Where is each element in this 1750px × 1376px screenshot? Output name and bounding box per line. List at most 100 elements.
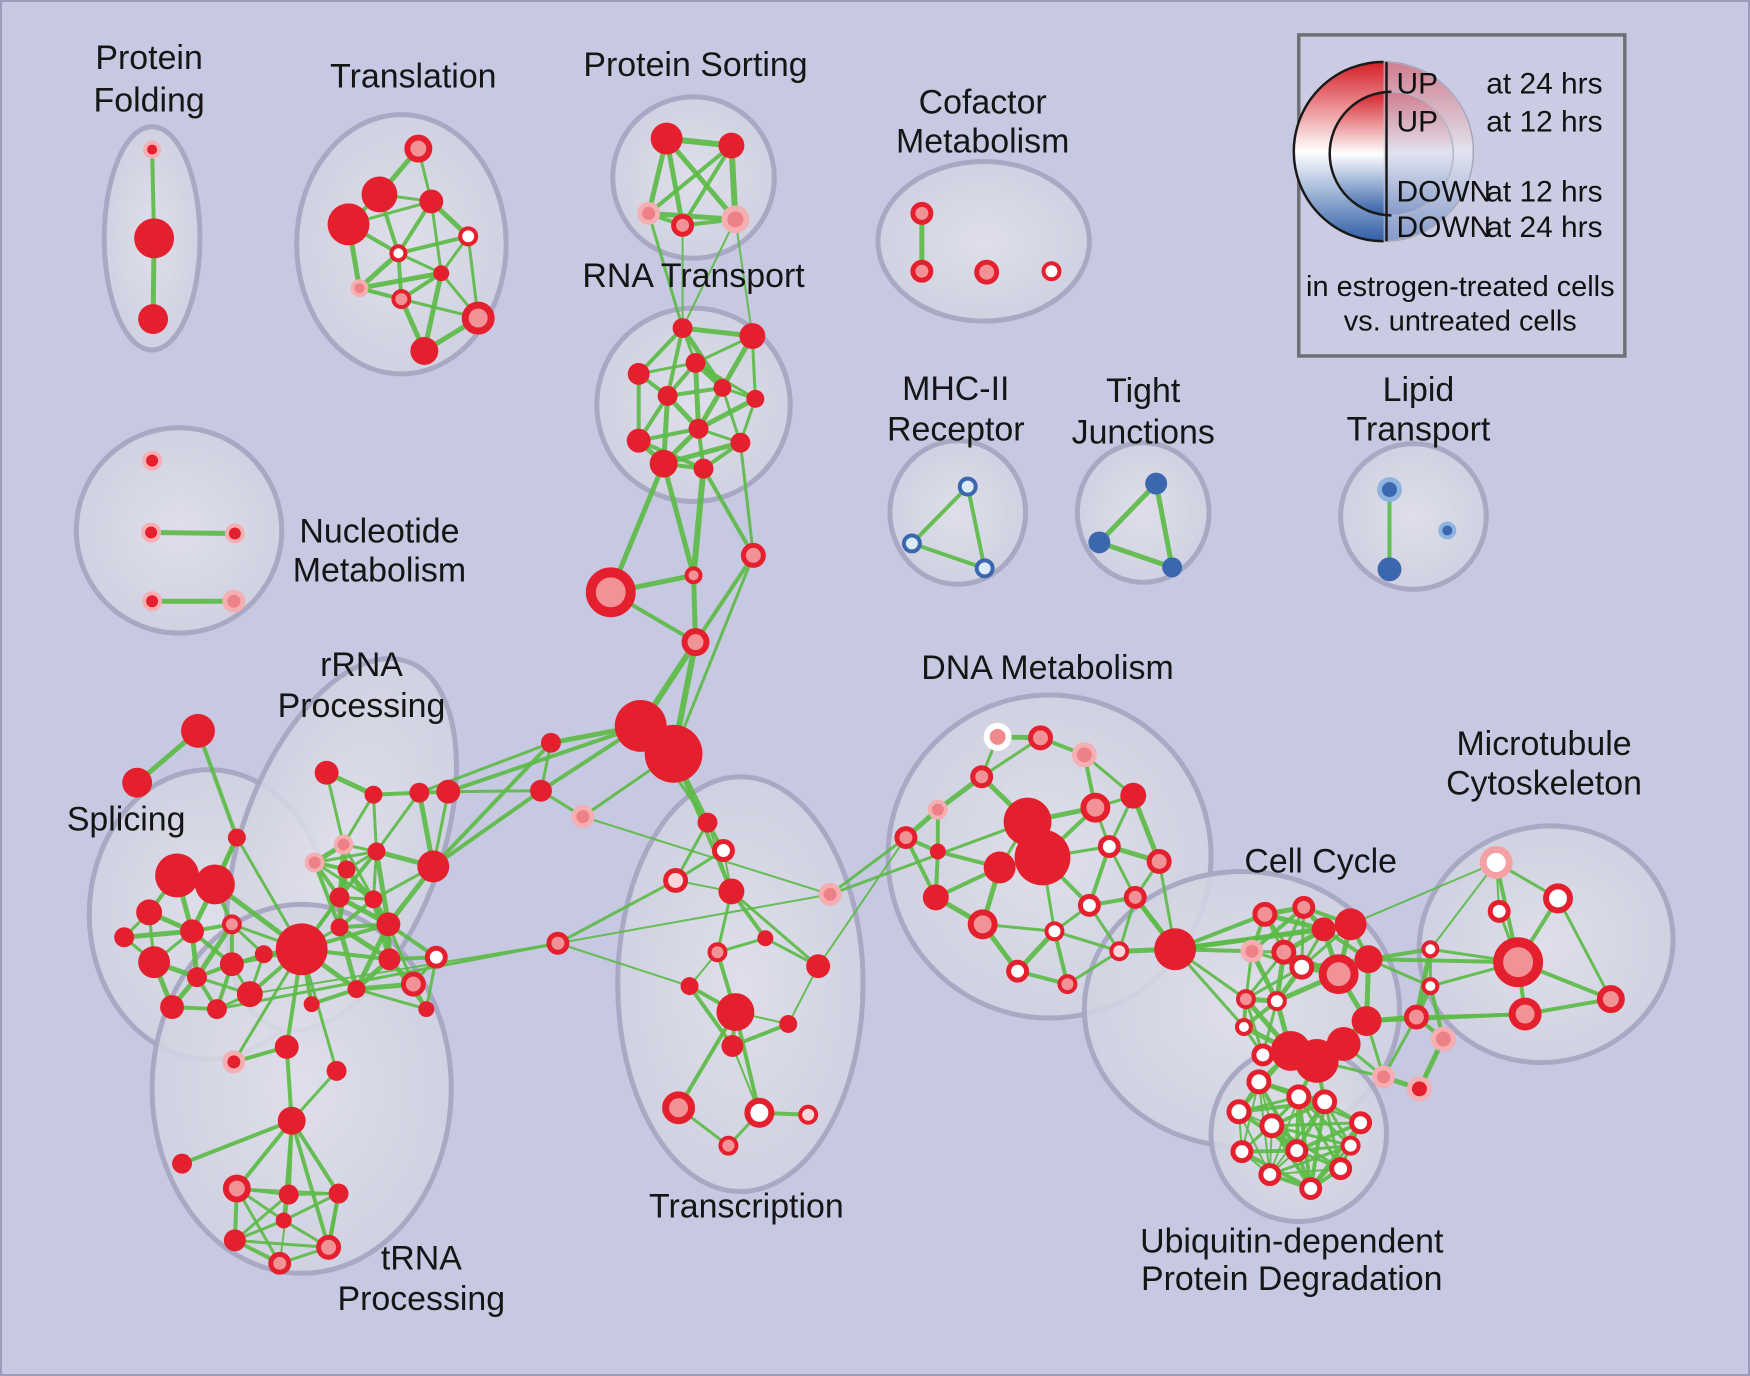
edge-st1-st3 bbox=[195, 728, 239, 840]
node-r12 bbox=[330, 918, 349, 937]
cluster-label-cell-cycle-line1: Cell Cycle bbox=[1244, 842, 1397, 880]
cluster-label-tight-junctions-line1: Tight bbox=[1106, 372, 1181, 410]
node-nm5 bbox=[222, 589, 246, 613]
node-m9 bbox=[546, 931, 570, 955]
cluster-label-mhc-ii-receptor-line1: MHC-II bbox=[902, 370, 1009, 408]
node-nm2 bbox=[141, 522, 162, 543]
node-r2 bbox=[364, 785, 383, 804]
node-r7 bbox=[367, 842, 386, 861]
edge-m7-mb bbox=[446, 789, 543, 794]
node-tnl bbox=[172, 1153, 192, 1174]
node-d4 bbox=[970, 765, 994, 789]
node-sp1 bbox=[155, 853, 199, 898]
node-r17 bbox=[347, 980, 366, 999]
edge-ps1-ps5 bbox=[664, 136, 738, 222]
node-cc22 bbox=[1372, 1065, 1395, 1089]
node-u1 bbox=[1246, 1069, 1272, 1095]
node-tr10 bbox=[461, 301, 495, 335]
node-cc10 bbox=[1235, 989, 1256, 1010]
node-m7 bbox=[530, 779, 552, 802]
node-cm4 bbox=[1041, 261, 1062, 282]
node-m5 bbox=[644, 724, 703, 783]
legend-time-4: at 24 hrs bbox=[1486, 211, 1602, 244]
edge-d21-d22 bbox=[1065, 949, 1121, 986]
edge-r5-r12 bbox=[312, 860, 342, 930]
node-m8 bbox=[571, 805, 595, 829]
node-t12 bbox=[662, 1091, 696, 1125]
cluster-label-transcription-line1: Transcription bbox=[649, 1187, 844, 1225]
node-sp2 bbox=[194, 864, 235, 905]
cluster-label-trna-processing-line2: Processing bbox=[337, 1280, 505, 1318]
edge-tj2-tj3 bbox=[1096, 539, 1175, 570]
edge-m3-m10 bbox=[693, 553, 756, 645]
node-h6 bbox=[268, 1251, 292, 1275]
node-nm3 bbox=[224, 523, 245, 544]
edge-r2-r7 bbox=[371, 793, 378, 854]
node-t9 bbox=[806, 954, 831, 979]
node-d14 bbox=[1146, 849, 1172, 874]
node-sp5 bbox=[180, 919, 204, 944]
node-t8 bbox=[716, 993, 755, 1031]
node-d11 bbox=[894, 826, 918, 850]
node-u7 bbox=[1230, 1140, 1254, 1164]
node-pf2 bbox=[134, 218, 175, 259]
edge-mh2-mh3 bbox=[909, 541, 987, 571]
node-mt5 bbox=[1596, 985, 1625, 1014]
node-d12 bbox=[929, 843, 946, 860]
node-t15 bbox=[718, 1135, 739, 1156]
edge-t4-t9 bbox=[729, 889, 820, 968]
edge-tnh-h5 bbox=[289, 1118, 331, 1250]
node-cc20 bbox=[1403, 1004, 1429, 1030]
legend-outer-left-arc bbox=[1292, 60, 1384, 243]
node-t7 bbox=[680, 977, 699, 996]
node-r16 bbox=[400, 971, 426, 997]
edge-r17-r19 bbox=[355, 987, 428, 1011]
edge-tnh-h3 bbox=[289, 1118, 341, 1196]
edge-m4-mb bbox=[446, 723, 643, 794]
node-tr11 bbox=[410, 337, 439, 365]
cluster-label-splicing-line1: Splicing bbox=[67, 801, 186, 839]
cluster-label-rrna-processing-line2: Processing bbox=[278, 687, 446, 725]
node-st3 bbox=[227, 828, 246, 847]
node-mt1 bbox=[1479, 846, 1513, 879]
node-sp4 bbox=[114, 927, 135, 948]
node-rt1 bbox=[672, 318, 693, 339]
node-tr6 bbox=[389, 244, 408, 263]
edge-rt10-m3 bbox=[738, 441, 755, 557]
edge-tr7-tr8 bbox=[357, 270, 444, 291]
edge-r3-r7 bbox=[374, 791, 421, 854]
node-m2 bbox=[684, 566, 703, 585]
cluster-label-mhc-ii-receptor-line2: Receptor bbox=[887, 411, 1025, 449]
node-t1 bbox=[697, 812, 718, 833]
legend-inner-left-arc bbox=[1328, 90, 1392, 217]
edge-ps3-rt1 bbox=[647, 211, 685, 330]
node-mt4 bbox=[1493, 937, 1544, 988]
node-r4 bbox=[333, 834, 354, 855]
legend-direction-3: DOWN bbox=[1396, 175, 1491, 208]
edge-u3-u5 bbox=[1236, 1099, 1327, 1114]
edge-cc6-mt1 bbox=[1349, 861, 1498, 926]
cluster-label-cofactor-metabolism-line1: Cofactor bbox=[919, 84, 1047, 122]
node-u10 bbox=[1258, 1163, 1282, 1187]
node-tnh bbox=[277, 1106, 306, 1135]
edge-tj1-tj2 bbox=[1096, 481, 1159, 545]
node-u9 bbox=[1329, 1157, 1353, 1181]
node-tr7 bbox=[433, 265, 450, 282]
node-cc17 bbox=[1351, 1006, 1382, 1036]
node-cc16 bbox=[1326, 1027, 1361, 1061]
node-mh1 bbox=[957, 476, 978, 497]
edge-r7-r11 bbox=[373, 849, 391, 927]
edge-rt4-rt8 bbox=[693, 360, 702, 432]
edge-sp13-m9 bbox=[248, 942, 559, 996]
cluster-label-lipid-transport-line1: Lipid bbox=[1383, 371, 1455, 409]
node-cc15 bbox=[1294, 1038, 1339, 1083]
cluster-label-protein-sorting-line1: Protein Sorting bbox=[583, 46, 807, 84]
edge-t7-t11 bbox=[687, 984, 735, 1048]
node-sp10 bbox=[254, 945, 273, 964]
edge-t9-d11 bbox=[817, 836, 907, 968]
node-d23 bbox=[1154, 928, 1197, 971]
edge-tnh-tnl bbox=[180, 1118, 294, 1166]
node-d15 bbox=[922, 884, 949, 911]
